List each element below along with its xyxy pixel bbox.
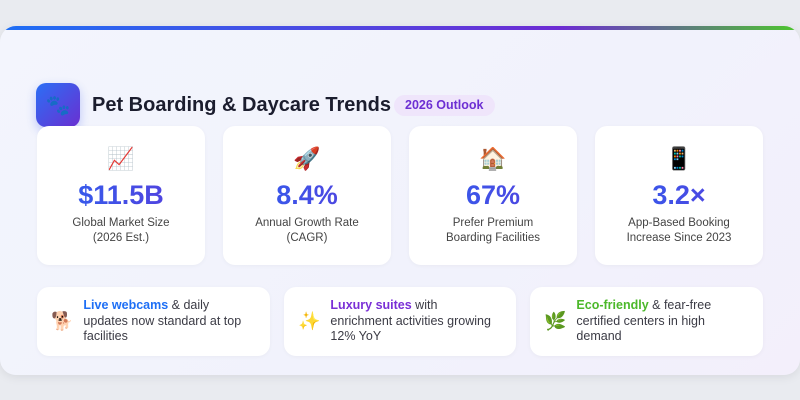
rocket-icon: 🚀	[293, 146, 321, 171]
feature-description: with enrichment activities growing 12% Y…	[330, 298, 491, 344]
stat-card-app-booking: 📱 3.2× App-Based Booking Increase Since …	[595, 126, 763, 265]
feature-text: Eco-friendly & fear-free certified cente…	[576, 298, 749, 345]
stat-value: 3.2×	[595, 180, 763, 211]
paw-icon: 🐾	[36, 83, 80, 127]
feature-text: Luxury suites with enrichment activities…	[330, 298, 502, 345]
trends-panel: 🐾 Pet Boarding & Daycare Trends 2026 Out…	[0, 26, 800, 375]
phone-icon: 📱	[665, 146, 693, 171]
feature-highlight: Live webcams	[83, 298, 169, 313]
outlook-badge: 2026 Outlook	[394, 95, 495, 116]
stat-card-market-size: 📈 $11.5B Global Market Size (2026 Est.)	[37, 126, 205, 265]
feature-card-eco: 🌿 Eco-friendly & fear-free certified cen…	[530, 287, 763, 356]
dog-icon: 🐕	[51, 311, 74, 331]
feature-highlight: Luxury suites	[330, 298, 412, 313]
stat-card-growth: 🚀 8.4% Annual Growth Rate (CAGR)	[223, 126, 391, 265]
accent-bar	[0, 26, 800, 30]
stat-label: Global Market Size (2026 Est.)	[72, 217, 170, 244]
stat-value: 8.4%	[223, 180, 391, 211]
feature-card-luxury: ✨ Luxury suites with enrichment activiti…	[284, 287, 516, 356]
feature-description: & daily updates now standard at top faci…	[83, 298, 242, 344]
page-title: Pet Boarding & Daycare Trends	[92, 94, 391, 116]
feature-card-webcams: 🐕 Live webcams & daily updates now stand…	[37, 287, 270, 356]
sparkles-icon: ✨	[298, 311, 321, 331]
stat-label: App-Based Booking Increase Since 2023	[626, 217, 732, 244]
feature-highlight: Eco-friendly	[576, 298, 649, 313]
stat-card-premium: 🏠 67% Prefer Premium Boarding Facilities	[409, 126, 577, 265]
stat-label: Annual Growth Rate (CAGR)	[255, 217, 359, 244]
house-icon: 🏠	[479, 146, 507, 171]
stat-value: $11.5B	[37, 180, 205, 211]
stat-label: Prefer Premium Boarding Facilities	[446, 217, 540, 244]
feature-text: Live webcams & daily updates now standar…	[83, 298, 256, 345]
feature-description: & fear-free certified centers in high de…	[576, 298, 712, 344]
stat-value: 67%	[409, 180, 577, 211]
chart-icon: 📈	[107, 146, 135, 171]
herb-icon: 🌿	[544, 311, 567, 331]
